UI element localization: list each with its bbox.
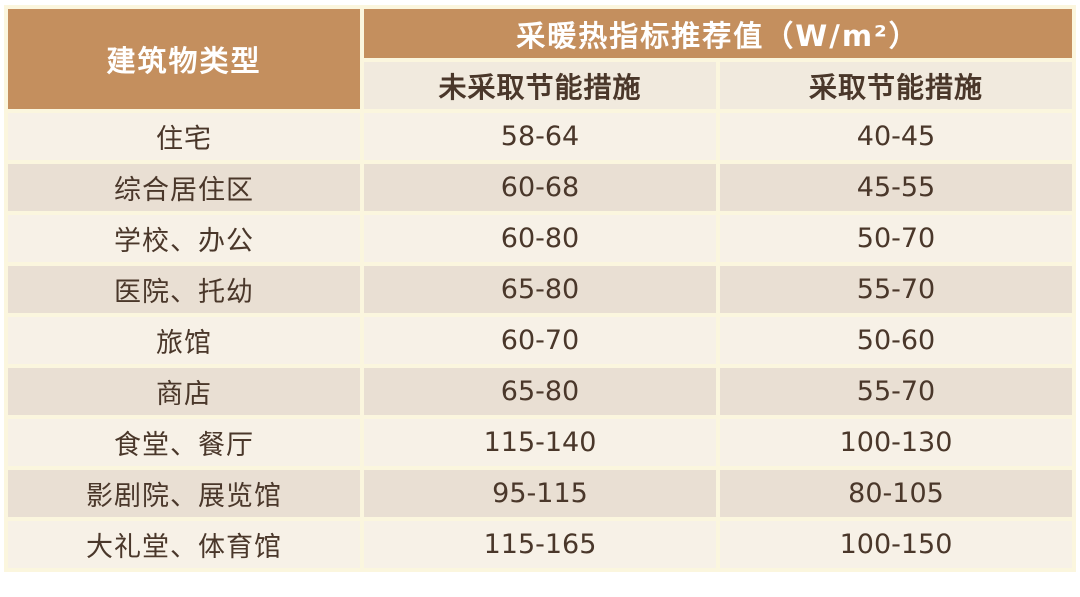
building-type-cell: 影剧院、展览馆	[8, 470, 360, 517]
value-with-cell: 45-55	[720, 164, 1072, 211]
table-row: 住宅 58-64 40-45	[8, 113, 1072, 160]
subheader-without-measures: 未采取节能措施	[364, 62, 716, 109]
table-row: 大礼堂、体育馆 115-165 100-150	[8, 521, 1072, 568]
building-type-cell: 商店	[8, 368, 360, 415]
value-without-cell: 65-80	[364, 266, 716, 313]
building-type-cell: 学校、办公	[8, 215, 360, 262]
value-without-cell: 95-115	[364, 470, 716, 517]
value-without-cell: 58-64	[364, 113, 716, 160]
value-with-cell: 50-60	[720, 317, 1072, 364]
table-row: 学校、办公 60-80 50-70	[8, 215, 1072, 262]
header-building-type: 建筑物类型	[8, 9, 360, 109]
value-without-cell: 115-140	[364, 419, 716, 466]
table-row: 医院、托幼 65-80 55-70	[8, 266, 1072, 313]
value-without-cell: 60-70	[364, 317, 716, 364]
table-row: 食堂、餐厅 115-140 100-130	[8, 419, 1072, 466]
table-row: 旅馆 60-70 50-60	[8, 317, 1072, 364]
table-row: 商店 65-80 55-70	[8, 368, 1072, 415]
header-row-sub: 未采取节能措施 采取节能措施	[8, 62, 1072, 109]
building-type-cell: 食堂、餐厅	[8, 419, 360, 466]
building-type-cell: 大礼堂、体育馆	[8, 521, 360, 568]
value-without-cell: 60-80	[364, 215, 716, 262]
value-with-cell: 100-130	[720, 419, 1072, 466]
value-with-cell: 40-45	[720, 113, 1072, 160]
header-main-title: 采暖热指标推荐值（W/m²）	[364, 9, 1072, 59]
value-without-cell: 60-68	[364, 164, 716, 211]
value-without-cell: 115-165	[364, 521, 716, 568]
value-with-cell: 55-70	[720, 368, 1072, 415]
value-with-cell: 55-70	[720, 266, 1072, 313]
value-with-cell: 100-150	[720, 521, 1072, 568]
subheader-with-measures: 采取节能措施	[720, 62, 1072, 109]
value-with-cell: 50-70	[720, 215, 1072, 262]
building-type-cell: 综合居住区	[8, 164, 360, 211]
header-row-main: 建筑物类型 采暖热指标推荐值（W/m²）	[8, 9, 1072, 109]
table-row: 综合居住区 60-68 45-55	[8, 164, 1072, 211]
value-without-cell: 65-80	[364, 368, 716, 415]
table-row: 影剧院、展览馆 95-115 80-105	[8, 470, 1072, 517]
building-type-cell: 住宅	[8, 113, 360, 160]
building-type-cell: 旅馆	[8, 317, 360, 364]
heating-index-table: 建筑物类型 采暖热指标推荐值（W/m²） 未采取节能措施 采取节能措施 住宅 5…	[4, 5, 1076, 572]
value-with-cell: 80-105	[720, 470, 1072, 517]
building-type-cell: 医院、托幼	[8, 266, 360, 313]
